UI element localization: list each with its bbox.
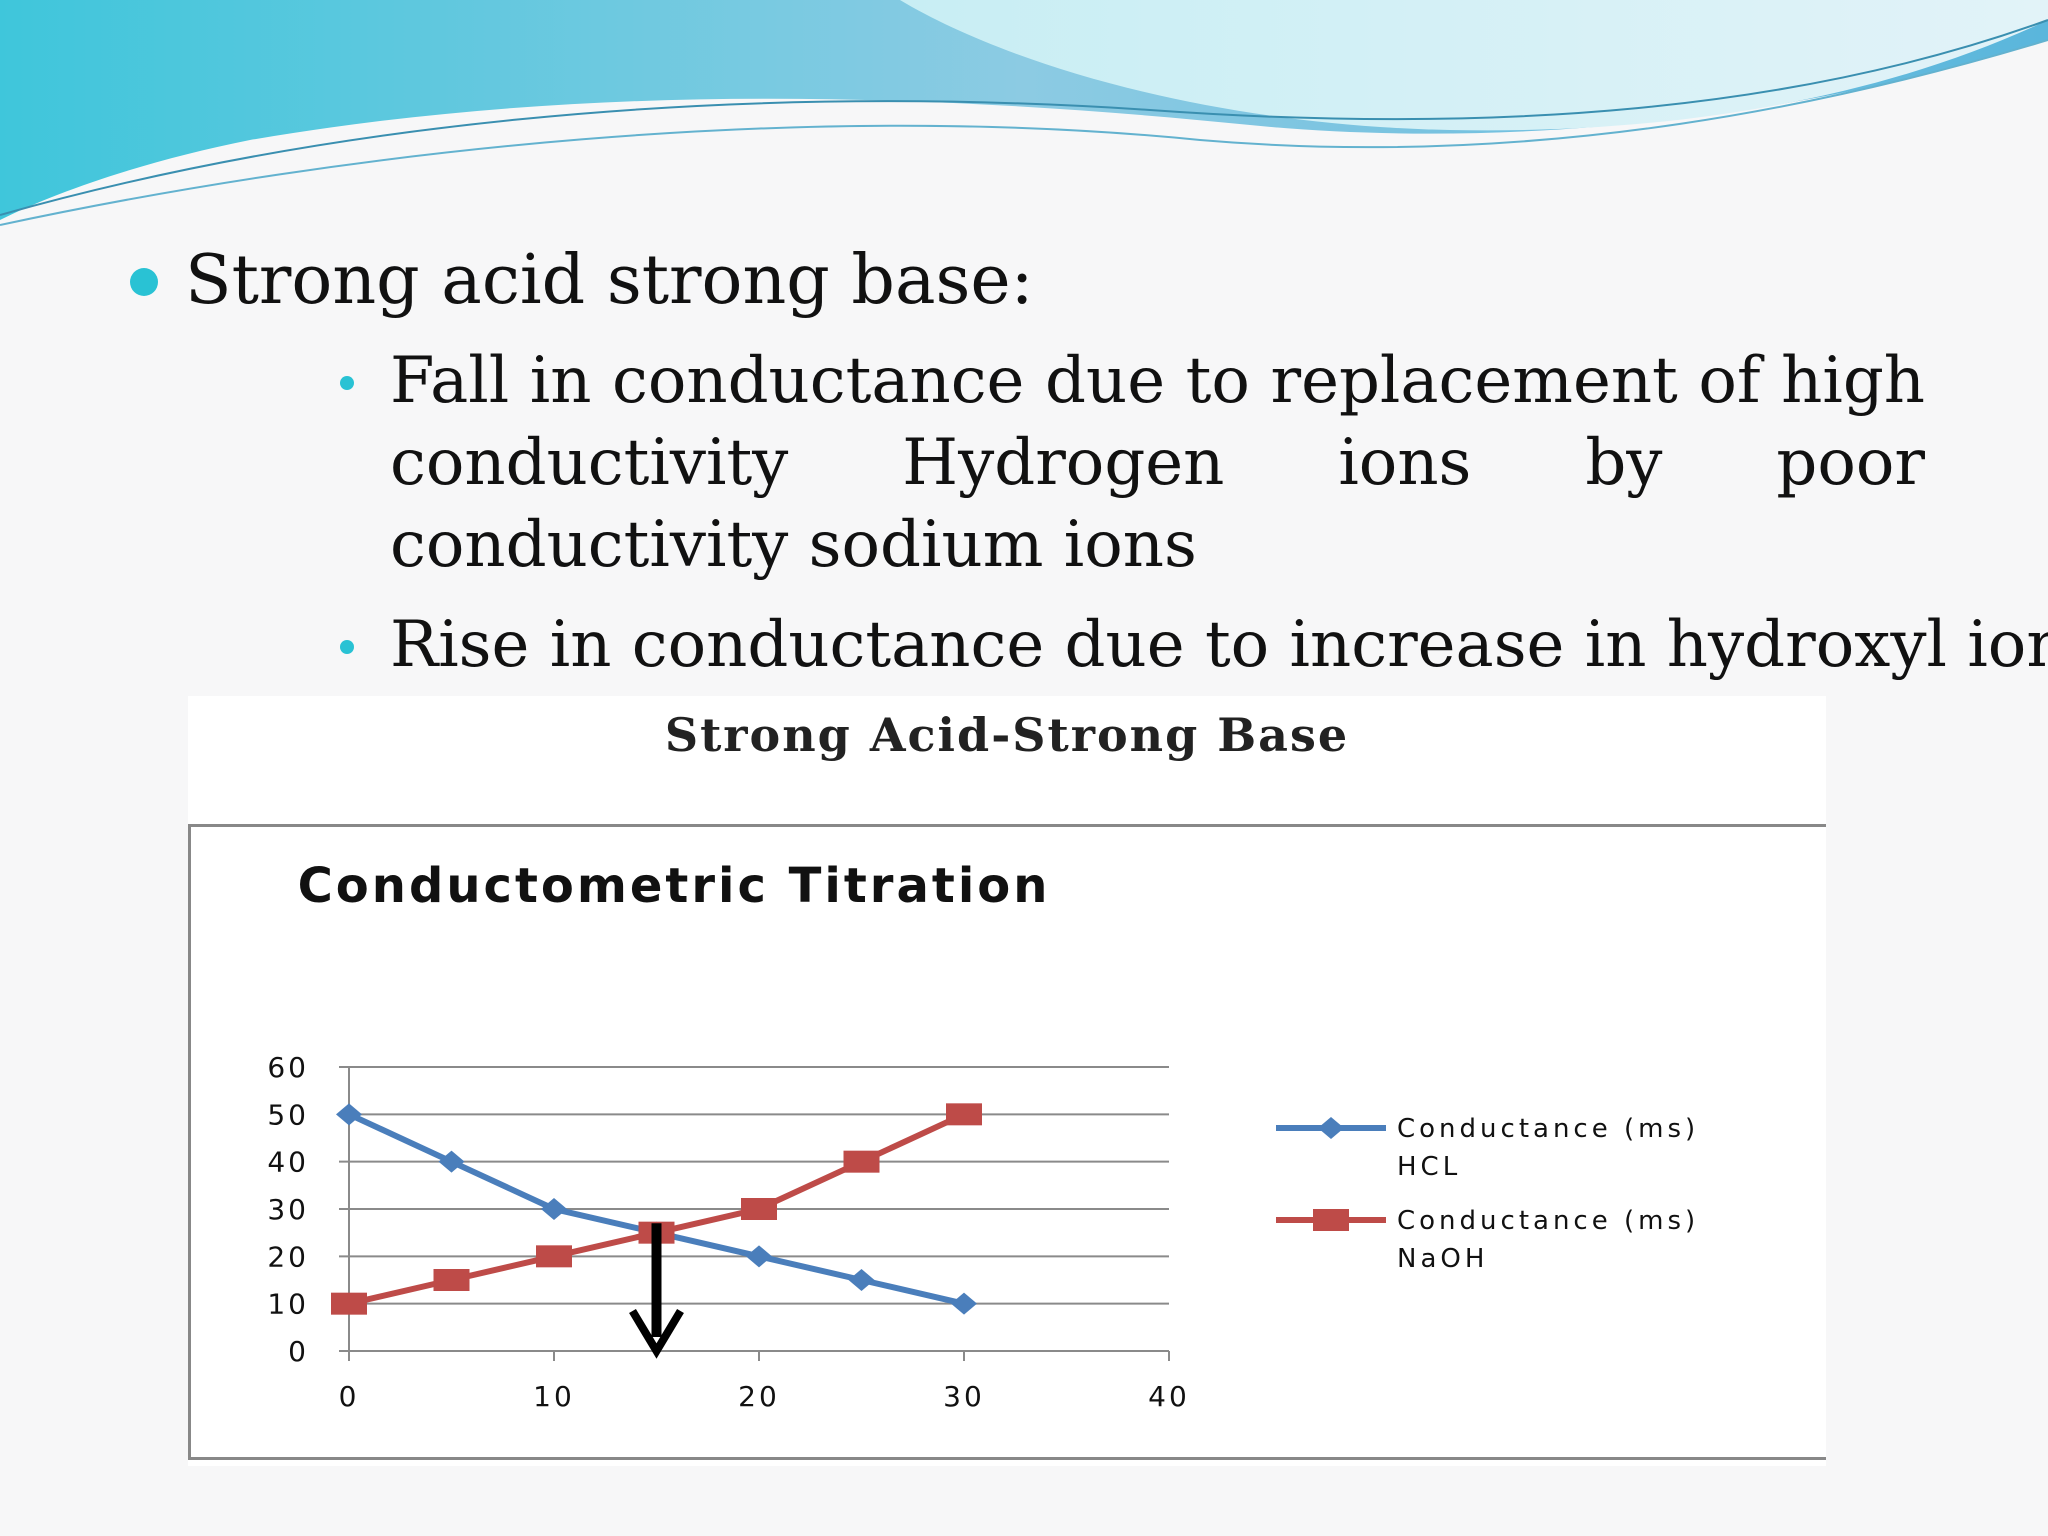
data-point	[541, 1198, 567, 1220]
chart-title: Conductometric Titration	[298, 858, 1051, 914]
chart-frame: Conductometric Titration 0 10 20 30 40 50 60 0 1…	[188, 824, 1826, 1460]
sub-bullet-item: Fall in conductance due to replacement o…	[340, 340, 1925, 586]
y-tick-label: 0	[288, 1335, 309, 1368]
x-tick-label: 10	[533, 1380, 575, 1413]
data-point	[741, 1198, 777, 1220]
x-tick-label: 30	[943, 1380, 985, 1413]
data-point	[331, 1292, 367, 1315]
y-tick-label: 60	[267, 1051, 309, 1084]
y-tick-label: 10	[267, 1288, 309, 1321]
data-point	[433, 1269, 470, 1291]
legend-label: Conductance (ms)	[1397, 1114, 1699, 1144]
bullet-dot-icon	[340, 376, 354, 390]
main-heading: Strong acid strong base:	[185, 241, 1034, 320]
legend-marker	[1318, 1117, 1344, 1139]
chart-figure: Strong Acid-Strong Base Conductometric T…	[188, 696, 1826, 1466]
sub-bullet-list: Fall in conductance due to replacement o…	[340, 340, 2048, 686]
bullet-dot-icon	[130, 268, 158, 296]
y-tick-label: 20	[267, 1240, 309, 1273]
legend-marker	[1313, 1209, 1349, 1231]
data-point	[336, 1103, 362, 1126]
sub-bullet-item: Rise in conductance due to increase in h…	[340, 604, 2048, 686]
bullet-dot-icon	[340, 640, 354, 654]
x-tick-label: 0	[339, 1380, 360, 1413]
sub-bullet-text: Fall in conductance due to replacement o…	[390, 344, 1925, 582]
data-point	[438, 1150, 465, 1173]
y-tick-label: 40	[267, 1146, 309, 1179]
data-point	[746, 1245, 772, 1268]
data-point	[848, 1269, 875, 1291]
legend-label: Conductance (ms)	[1397, 1206, 1699, 1236]
x-tick-label: 20	[738, 1380, 780, 1413]
data-point	[951, 1292, 977, 1315]
header-wave-decoration	[0, 0, 2048, 226]
data-point	[536, 1245, 572, 1268]
line-chart: Conductometric Titration 0 10 20 30 40 50 60 0 1…	[267, 858, 1699, 1413]
x-tick-label: 40	[1148, 1380, 1190, 1413]
y-tick-label: 50	[267, 1098, 309, 1131]
y-tick-label: 30	[267, 1193, 309, 1226]
legend-label: HCL	[1397, 1152, 1461, 1182]
arrow-down-icon	[629, 1308, 684, 1359]
chart-caption: Strong Acid-Strong Base	[664, 708, 1350, 762]
legend-label: NaOH	[1397, 1244, 1488, 1274]
data-point	[946, 1103, 982, 1126]
data-point	[843, 1150, 880, 1173]
sub-bullet-text: Rise in conductance due to increase in h…	[390, 608, 2048, 682]
